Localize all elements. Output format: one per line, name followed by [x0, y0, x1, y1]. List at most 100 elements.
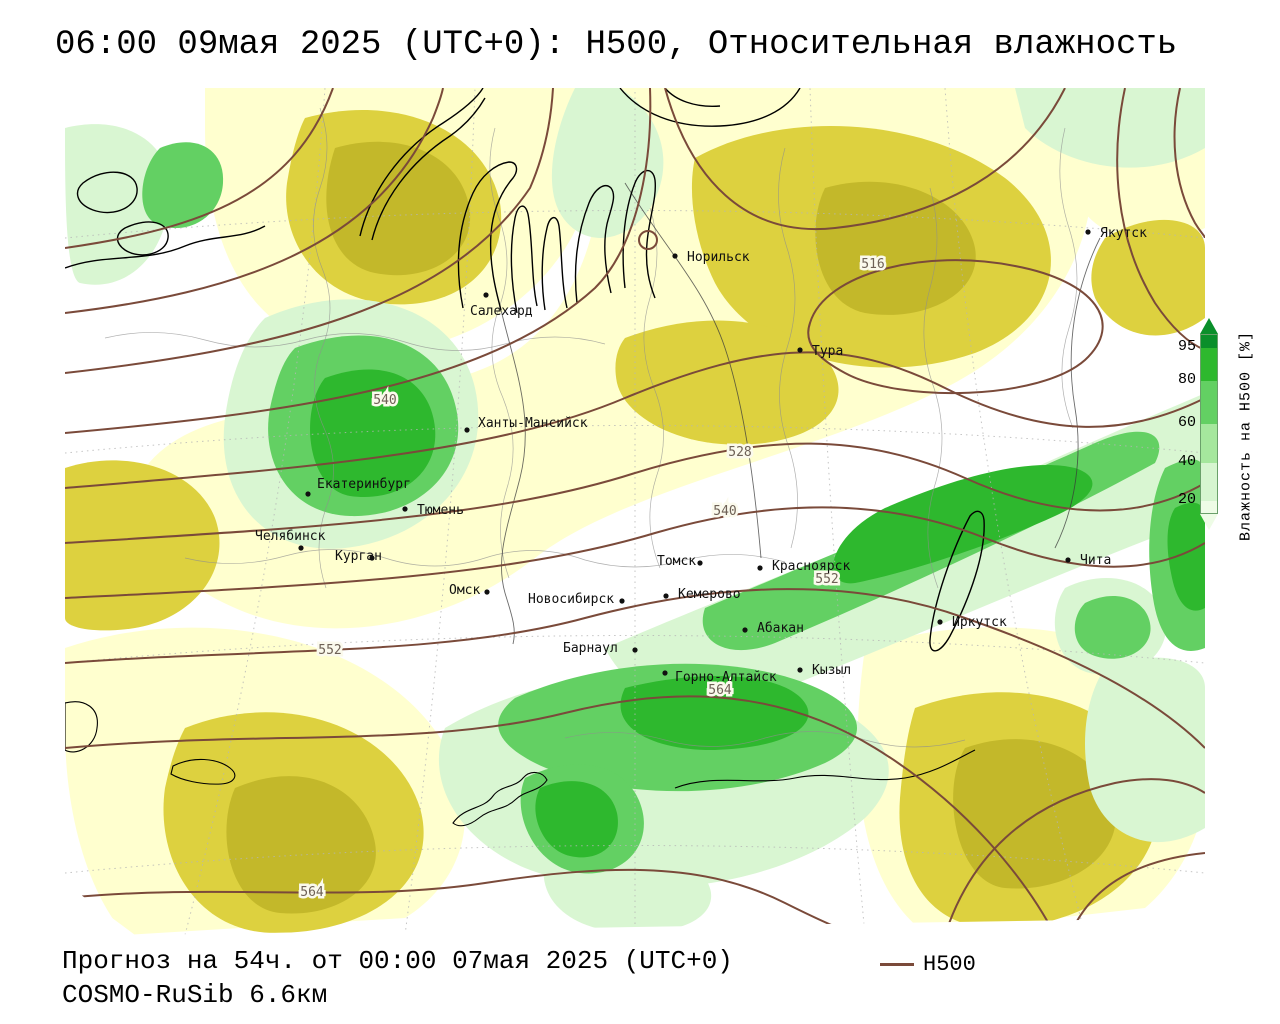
colorbar-arrow-down-icon: [1200, 514, 1218, 530]
river: [500, 309, 526, 645]
city-label: Екатеринбург: [317, 477, 411, 492]
coastline: [76, 171, 138, 214]
map-title: 06:00 09мая 2025 (UTC+0): H500, Относите…: [55, 26, 1178, 64]
city-label: Красноярск: [772, 559, 850, 574]
colorbar-tick: 20: [1177, 491, 1196, 508]
colorbar-axis-label: Влажность на H500 [%]: [1237, 330, 1255, 542]
isoline: [638, 230, 658, 250]
city-marker: [484, 589, 490, 595]
border: [452, 772, 548, 827]
isoline-value-label: 516: [861, 257, 884, 272]
isoline: [65, 695, 1056, 935]
city-marker: [663, 593, 669, 599]
city-label: Новосибирск: [528, 592, 614, 607]
graticule: [65, 845, 1205, 874]
lake-outline: [170, 758, 236, 785]
border: [643, 207, 664, 569]
isoline-value-label: 540: [713, 504, 736, 519]
city-marker: [402, 506, 408, 512]
city-label: Кемерово: [678, 587, 741, 602]
city-marker: [1085, 229, 1091, 235]
city-label: Абакан: [757, 621, 804, 636]
city-marker: [742, 627, 748, 633]
city-label: Барнаул: [563, 641, 618, 656]
city-label: Курган: [335, 549, 382, 564]
isoline: [664, 88, 1066, 231]
humidity-region: [226, 776, 376, 914]
isoline: [65, 351, 1205, 489]
humidity-region: [1091, 219, 1205, 336]
isoline-labels-layer: 516 528 540 540 552 552 564 564: [298, 255, 887, 903]
border: [1059, 127, 1078, 429]
city-marker: [464, 427, 470, 433]
border: [923, 187, 943, 589]
isoline: [65, 588, 1205, 749]
isoline-value-label: 552: [318, 643, 341, 658]
humidity-region: [310, 369, 436, 498]
humidity-region: [953, 739, 1116, 889]
humidity-region: [1074, 595, 1151, 659]
coastline: [457, 161, 518, 311]
city-label: Челябинск: [255, 529, 326, 544]
lake-baikal-outline: [929, 510, 985, 652]
isoline-value-label: 564: [300, 885, 324, 900]
border: [184, 549, 786, 568]
city-label: Томск: [657, 554, 696, 569]
humidity-region: [620, 676, 809, 751]
isoline-value-label: 528: [728, 445, 751, 460]
humidity-region: [142, 142, 224, 229]
city-label: Иркутск: [952, 615, 1007, 630]
city-marker: [483, 292, 489, 298]
city-marker: [305, 491, 311, 497]
city-marker: [937, 619, 943, 625]
city-label: Омск: [449, 583, 480, 598]
city-marker: [298, 545, 304, 551]
humidity-region: [1085, 657, 1205, 843]
city-marker: [757, 565, 763, 571]
city-label: Горно-Алтайск: [675, 670, 777, 685]
city-marker: [672, 253, 678, 259]
isoline: [807, 259, 1104, 395]
isoline: [1173, 88, 1205, 239]
colorbar-scale: [1200, 334, 1218, 514]
isoline: [65, 88, 444, 314]
border: [778, 147, 798, 549]
humidity-region: [65, 460, 220, 631]
city-marker: [632, 647, 638, 653]
humidity-region: [615, 320, 839, 445]
city-marker: [697, 560, 703, 566]
h500-line-sample: [880, 963, 914, 966]
border: [674, 749, 976, 789]
city-marker: [797, 667, 803, 673]
isoline: [65, 88, 334, 249]
graticule: [944, 88, 1086, 935]
graticule: [65, 425, 1205, 454]
black-borders-layer: [65, 510, 985, 827]
city-label: Салехард: [470, 304, 533, 319]
isoline-value-label: 564: [708, 683, 732, 698]
humidity-region: [326, 141, 471, 276]
city-label: Кызыл: [812, 663, 851, 678]
isoline-value-label: 552: [815, 572, 838, 587]
isoline: [65, 88, 554, 374]
isoline-value-label: 540: [373, 393, 396, 408]
humidity-colorbar: 95 80 60 40 20 Влажность на H500 [%]: [1168, 318, 1280, 554]
graticule: [809, 88, 866, 935]
humidity-region: [1167, 502, 1205, 611]
legend: H500: [880, 952, 976, 977]
river: [624, 182, 762, 559]
colorbar-tick: 40: [1177, 453, 1196, 470]
coastline: [65, 701, 98, 753]
coastline: [510, 205, 568, 314]
isoline: [65, 442, 1205, 544]
humidity-region: [1015, 88, 1205, 168]
city-label: Норильск: [687, 250, 750, 265]
city-label: Чита: [1080, 553, 1111, 568]
city-marker: [369, 555, 375, 561]
forecast-info-line: Прогноз на 54ч. от 00:00 07мая 2025 (UTC…: [62, 946, 733, 976]
weather-map: 516 528 540 540 552 552 564 564 Норильск Якутск С…: [65, 88, 1205, 935]
coastline: [65, 225, 266, 269]
rivers-layer: [500, 182, 1101, 645]
humidity-fill-layer: [65, 88, 1205, 935]
colorbar-tick: 80: [1177, 371, 1196, 388]
